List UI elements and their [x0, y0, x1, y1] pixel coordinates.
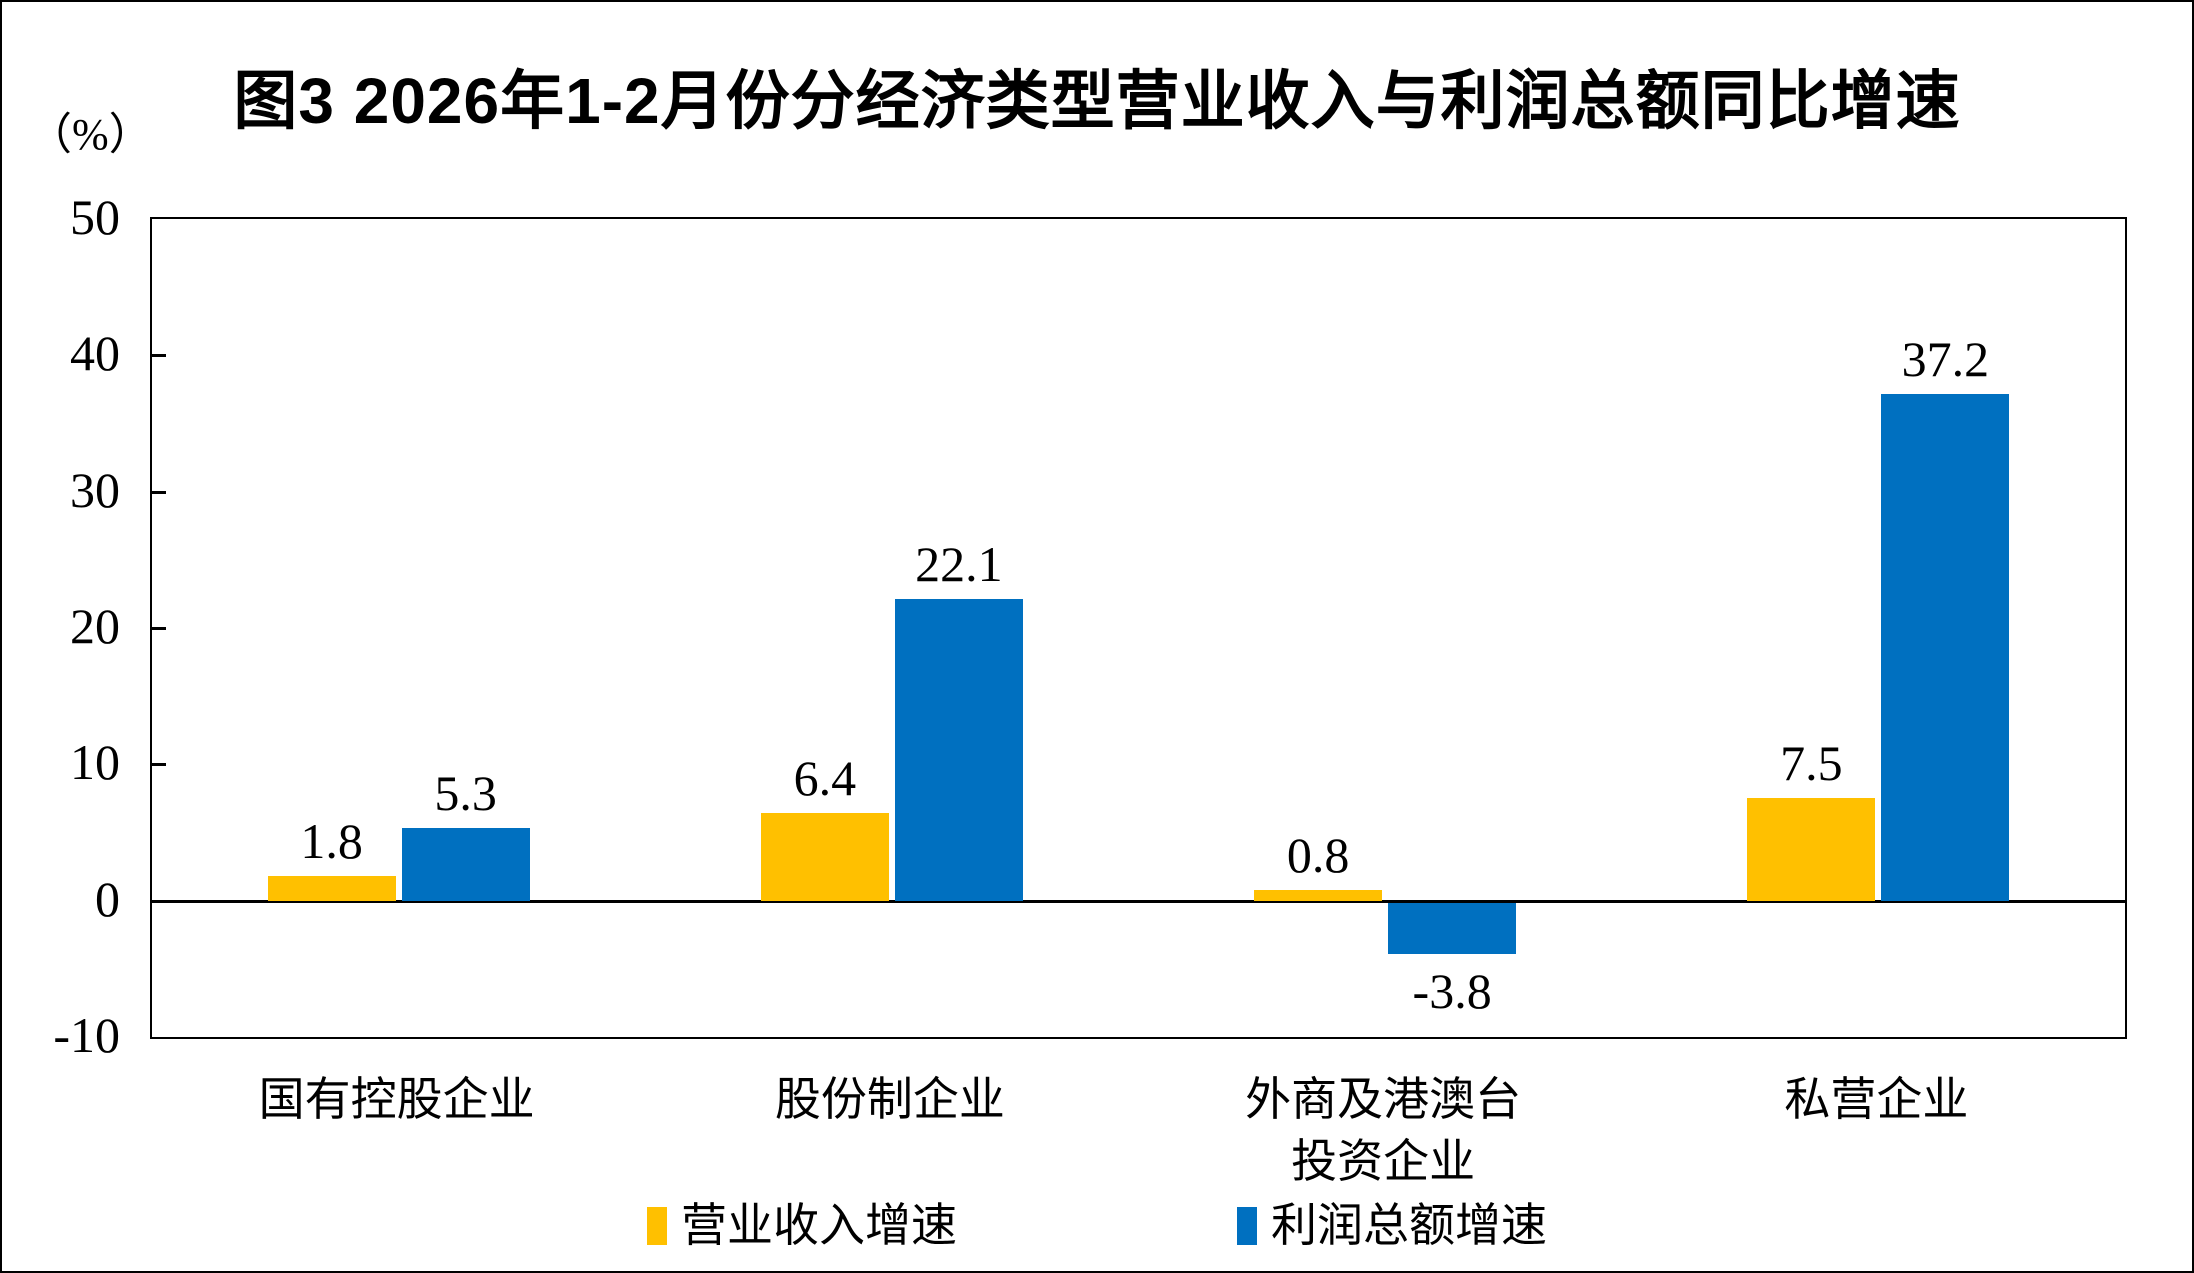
zero-axis-line	[152, 899, 2125, 903]
bar-revenue	[267, 876, 396, 901]
bar-value-label: 37.2	[1901, 330, 1990, 387]
bar-value-label: -3.8	[1412, 963, 1492, 1020]
legend-label: 利润总额增速	[1271, 1200, 1547, 1251]
plot-area: 1.8 5.3 6.4 22.1 0.8 -3.8 7.5 37.2	[150, 217, 2127, 1039]
y-tick-mark	[152, 490, 166, 494]
bar-value-label: 1.8	[300, 813, 363, 870]
category-label: 私营企业	[1784, 1074, 1969, 1125]
category-label: 国有控股企业	[258, 1074, 535, 1125]
y-tick-label: 10	[70, 734, 120, 791]
legend-label: 营业收入增速	[681, 1200, 957, 1251]
legend-swatch	[1237, 1207, 1257, 1245]
y-tick-mark	[152, 763, 166, 767]
y-axis-unit-label: （%）	[28, 110, 153, 159]
y-tick-mark	[152, 354, 166, 358]
legend-item: 营业收入增速	[647, 1200, 957, 1252]
y-tick-label: 0	[95, 870, 120, 927]
y-tick-label: 30	[70, 461, 120, 518]
y-tick-label: 50	[70, 189, 120, 245]
bar-value-label: 5.3	[434, 765, 497, 822]
y-tick-mark	[152, 627, 166, 630]
bar-value-label: 0.8	[1286, 826, 1350, 883]
bar-revenue	[1254, 889, 1383, 901]
bar-profit	[894, 599, 1023, 901]
bar-value-label: 7.5	[1780, 735, 1843, 792]
bar-revenue	[1747, 798, 1876, 901]
bar-profit	[1881, 393, 2010, 901]
bar-value-label: 22.1	[915, 536, 1003, 593]
legend-swatch	[647, 1207, 667, 1245]
chart-title: 图3 2026年1-2月份分经济类型营业收入与利润总额同比增速	[233, 65, 1961, 137]
y-tick-label: -10	[53, 1007, 120, 1063]
bar-profit	[401, 828, 530, 901]
legend-item: 利润总额增速	[1237, 1200, 1547, 1252]
bar-revenue	[760, 813, 889, 901]
chart-legend: 营业收入增速 利润总额增速	[2, 1200, 2192, 1252]
y-tick-label: 40	[70, 325, 120, 382]
bar-value-label: 6.4	[793, 750, 857, 807]
category-label: 股份制企业	[774, 1074, 1005, 1125]
bar-profit	[1388, 902, 1517, 955]
category-label: 外商及港澳台 投资企业	[1245, 1074, 1522, 1187]
y-tick-label: 20	[70, 598, 120, 654]
